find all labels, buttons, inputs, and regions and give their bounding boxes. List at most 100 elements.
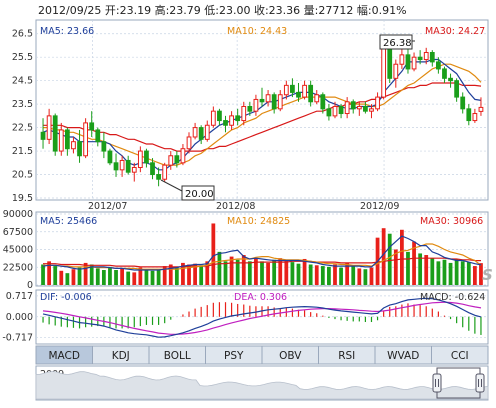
volume-bar (272, 259, 277, 285)
candle (204, 120, 210, 142)
macd-histogram (42, 302, 482, 335)
volume-bar (120, 268, 124, 285)
volume-bar (308, 264, 313, 285)
macd-y-tick: -0.717 (2, 333, 33, 344)
candle (52, 113, 58, 156)
tab-kdj[interactable]: KDJ (92, 345, 150, 365)
volume-y-tick: 90000 (3, 209, 33, 220)
volume-bar (83, 262, 88, 285)
vol-ma30-label: MA30: 30966 (420, 216, 483, 227)
tab-label: CCI (451, 350, 469, 362)
candle (162, 162, 168, 182)
candle (429, 50, 435, 67)
tab-label: MACD (49, 350, 80, 362)
volume-bar (144, 269, 149, 285)
overview-right-handle[interactable] (475, 373, 485, 393)
tab-macd[interactable]: MACD (35, 345, 93, 365)
volume-bar (126, 271, 131, 285)
candle (210, 106, 216, 128)
candle (101, 132, 107, 159)
tab-label: RSI (338, 350, 355, 362)
volume-bar (393, 249, 398, 285)
vol-ma5-line (42, 235, 482, 271)
volume-bar (174, 267, 179, 285)
volume-bar (187, 264, 191, 285)
tab-cci[interactable]: CCI (431, 345, 489, 365)
candle (442, 66, 447, 84)
candle (46, 108, 52, 145)
price-y-tick: 19.5 (12, 193, 33, 204)
volume-bar (424, 255, 429, 285)
candle (290, 78, 295, 98)
dif-line (42, 297, 482, 338)
volume-y-tick: 67500 (3, 227, 33, 238)
candle (271, 92, 277, 114)
volume-bar (406, 251, 410, 285)
volume-bar (138, 267, 143, 285)
volume-bar (205, 261, 210, 285)
price-panel[interactable] (35, 19, 489, 201)
candle (277, 90, 283, 112)
candle (180, 144, 186, 166)
volume-bar (387, 233, 392, 285)
volume-bar (132, 272, 137, 285)
volume-bar (59, 270, 64, 285)
candle (107, 148, 113, 166)
volume-bar (260, 261, 264, 285)
volume-bar (108, 266, 112, 285)
candle (344, 97, 350, 119)
tab-psy[interactable]: PSY (205, 345, 263, 365)
candle (192, 122, 198, 140)
volume-bar (53, 266, 58, 285)
volume-bar (156, 270, 161, 285)
volume-bar (327, 266, 331, 285)
candle (466, 104, 472, 126)
ma10-line (43, 63, 482, 166)
dea-label: DEA: 0.306 (234, 292, 287, 303)
volume-bar (454, 258, 459, 285)
price-ma10-label: MA10: 24.43 (227, 26, 287, 37)
volume-y-tick: 22500 (3, 262, 33, 273)
date-label-aug: 2012/08 (216, 201, 255, 212)
vol-ma5-label: MA5: 25466 (40, 216, 97, 227)
candle (131, 162, 137, 182)
volume-bar (339, 267, 343, 285)
candle (411, 52, 417, 72)
volume-bar (77, 267, 82, 285)
volume-bar (436, 261, 441, 285)
volume-bar (363, 269, 368, 285)
tab-boll[interactable]: BOLL (148, 345, 206, 365)
price-ma30-label: MA30: 24.27 (425, 26, 485, 37)
candle (472, 108, 478, 123)
volume-bar (345, 262, 350, 285)
tab-rsi[interactable]: RSI (318, 345, 376, 365)
date-label-jul: 2012/07 (88, 201, 127, 212)
tab-obv[interactable]: OBV (261, 345, 319, 365)
candle (119, 155, 125, 177)
volume-bar (211, 223, 216, 285)
overview-left-handle[interactable] (432, 373, 442, 393)
volume-bar (418, 253, 423, 285)
overview-sparkline (35, 371, 489, 400)
high-callout-text: 26.38 (383, 38, 412, 49)
volume-bar (162, 266, 167, 285)
volume-bar (114, 270, 118, 285)
high-callout: 26.38 (379, 34, 415, 50)
candle (247, 101, 253, 116)
candle (265, 90, 271, 107)
price-ma5-label: MA5: 23.66 (40, 26, 94, 37)
candle (186, 132, 192, 154)
price-y-tick: 26.5 (12, 29, 33, 40)
volume-bar (314, 265, 319, 285)
candle (64, 127, 70, 156)
volume-bar (412, 241, 416, 285)
low-callout-text: 20.00 (185, 189, 214, 200)
volume-bar (448, 262, 453, 285)
tab-wvad[interactable]: WVAD (374, 345, 432, 365)
candle (308, 80, 314, 107)
watermark-logo: S (482, 266, 493, 284)
price-y-tick: 25.5 (12, 52, 33, 63)
volume-bar (296, 263, 301, 285)
